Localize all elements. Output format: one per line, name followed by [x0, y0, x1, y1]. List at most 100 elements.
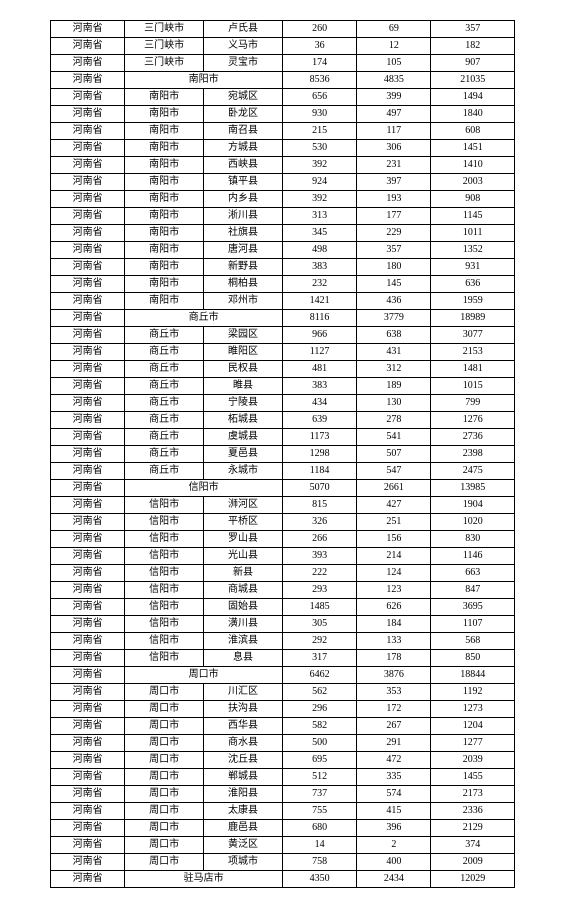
cell-value: 1145: [431, 208, 515, 225]
cell-value: 177: [357, 208, 431, 225]
table-row: 河南省信阳市5070266113985: [51, 480, 515, 497]
cell-value: 357: [357, 242, 431, 259]
cell-value: 335: [357, 769, 431, 786]
cell-value: 1173: [282, 429, 356, 446]
cell-value: 117: [357, 123, 431, 140]
cell-value: 14: [282, 837, 356, 854]
table-row: 河南省商丘市睢阳区11274312153: [51, 344, 515, 361]
table-row: 河南省周口市扶沟县2961721273: [51, 701, 515, 718]
table-row: 河南省南阳市新野县383180931: [51, 259, 515, 276]
cell-value: 156: [357, 531, 431, 548]
cell-value: 431: [357, 344, 431, 361]
table-row: 河南省南阳市宛城区6563991494: [51, 89, 515, 106]
cell-value: 3695: [431, 599, 515, 616]
cell-value: 396: [357, 820, 431, 837]
table-row: 河南省商丘市永城市11845472475: [51, 463, 515, 480]
cell-value: 1494: [431, 89, 515, 106]
cell-province: 河南省: [51, 412, 125, 429]
cell-value: 178: [357, 650, 431, 667]
table-row: 河南省南阳市方城县5303061451: [51, 140, 515, 157]
table-row: 河南省商丘市8116377918989: [51, 310, 515, 327]
cell-value: 931: [431, 259, 515, 276]
cell-province: 河南省: [51, 820, 125, 837]
cell-county: 沈丘县: [204, 752, 283, 769]
cell-value: 393: [282, 548, 356, 565]
cell-value: 500: [282, 735, 356, 752]
cell-province: 河南省: [51, 276, 125, 293]
cell-value: 656: [282, 89, 356, 106]
cell-value: 130: [357, 395, 431, 412]
cell-city: 南阳市: [125, 242, 204, 259]
cell-value: 2336: [431, 803, 515, 820]
cell-county: 桐柏县: [204, 276, 283, 293]
cell-value: 345: [282, 225, 356, 242]
table-row: 河南省周口市商水县5002911277: [51, 735, 515, 752]
cell-value: 1298: [282, 446, 356, 463]
cell-value: 547: [357, 463, 431, 480]
cell-value: 229: [357, 225, 431, 242]
cell-province: 河南省: [51, 208, 125, 225]
cell-value: 930: [282, 106, 356, 123]
cell-county: 西华县: [204, 718, 283, 735]
cell-value: 184: [357, 616, 431, 633]
table-row: 河南省三门峡市卢氏县26069357: [51, 21, 515, 38]
cell-value: 2039: [431, 752, 515, 769]
cell-value: 193: [357, 191, 431, 208]
cell-province: 河南省: [51, 548, 125, 565]
cell-city: 周口市: [125, 837, 204, 854]
cell-county: 卧龙区: [204, 106, 283, 123]
cell-county: 夏邑县: [204, 446, 283, 463]
cell-county: 永城市: [204, 463, 283, 480]
cell-province: 河南省: [51, 701, 125, 718]
table-row: 河南省周口市鹿邑县6803962129: [51, 820, 515, 837]
table-row: 河南省商丘市睢县3831891015: [51, 378, 515, 395]
table-row: 河南省南阳市唐河县4983571352: [51, 242, 515, 259]
cell-value: 291: [357, 735, 431, 752]
cell-value: 231: [357, 157, 431, 174]
cell-value: 397: [357, 174, 431, 191]
cell-value: 415: [357, 803, 431, 820]
cell-value: 251: [357, 514, 431, 531]
cell-value: 755: [282, 803, 356, 820]
cell-value: 357: [431, 21, 515, 38]
cell-province: 河南省: [51, 650, 125, 667]
cell-city: 商丘市: [125, 395, 204, 412]
cell-value: 512: [282, 769, 356, 786]
table-row: 河南省信阳市平桥区3262511020: [51, 514, 515, 531]
cell-province: 河南省: [51, 174, 125, 191]
cell-county: 太康县: [204, 803, 283, 820]
table-row: 河南省信阳市罗山县266156830: [51, 531, 515, 548]
cell-value: 267: [357, 718, 431, 735]
cell-value: 21035: [431, 72, 515, 89]
cell-value: 2661: [357, 480, 431, 497]
cell-value: 1410: [431, 157, 515, 174]
cell-city: 信阳市: [125, 531, 204, 548]
cell-value: 2153: [431, 344, 515, 361]
cell-value: 292: [282, 633, 356, 650]
cell-county: 内乡县: [204, 191, 283, 208]
cell-province: 河南省: [51, 259, 125, 276]
cell-value: 214: [357, 548, 431, 565]
cell-city: 商丘市: [125, 446, 204, 463]
cell-county: 黄泛区: [204, 837, 283, 854]
cell-value: 639: [282, 412, 356, 429]
cell-value: 6462: [282, 667, 356, 684]
cell-province: 河南省: [51, 293, 125, 310]
cell-value: 5070: [282, 480, 356, 497]
cell-province: 河南省: [51, 497, 125, 514]
cell-province: 河南省: [51, 871, 125, 888]
cell-county: 梁园区: [204, 327, 283, 344]
cell-county: 义马市: [204, 38, 283, 55]
cell-city: 商丘市: [125, 361, 204, 378]
cell-value: 436: [357, 293, 431, 310]
cell-province: 河南省: [51, 344, 125, 361]
cell-value: 830: [431, 531, 515, 548]
cell-value: 3876: [357, 667, 431, 684]
cell-value: 663: [431, 565, 515, 582]
table-row: 河南省周口市川汇区5623531192: [51, 684, 515, 701]
cell-value: 1451: [431, 140, 515, 157]
cell-value: 924: [282, 174, 356, 191]
cell-city: 三门峡市: [125, 21, 204, 38]
table-row: 河南省信阳市商城县293123847: [51, 582, 515, 599]
cell-value: 383: [282, 259, 356, 276]
